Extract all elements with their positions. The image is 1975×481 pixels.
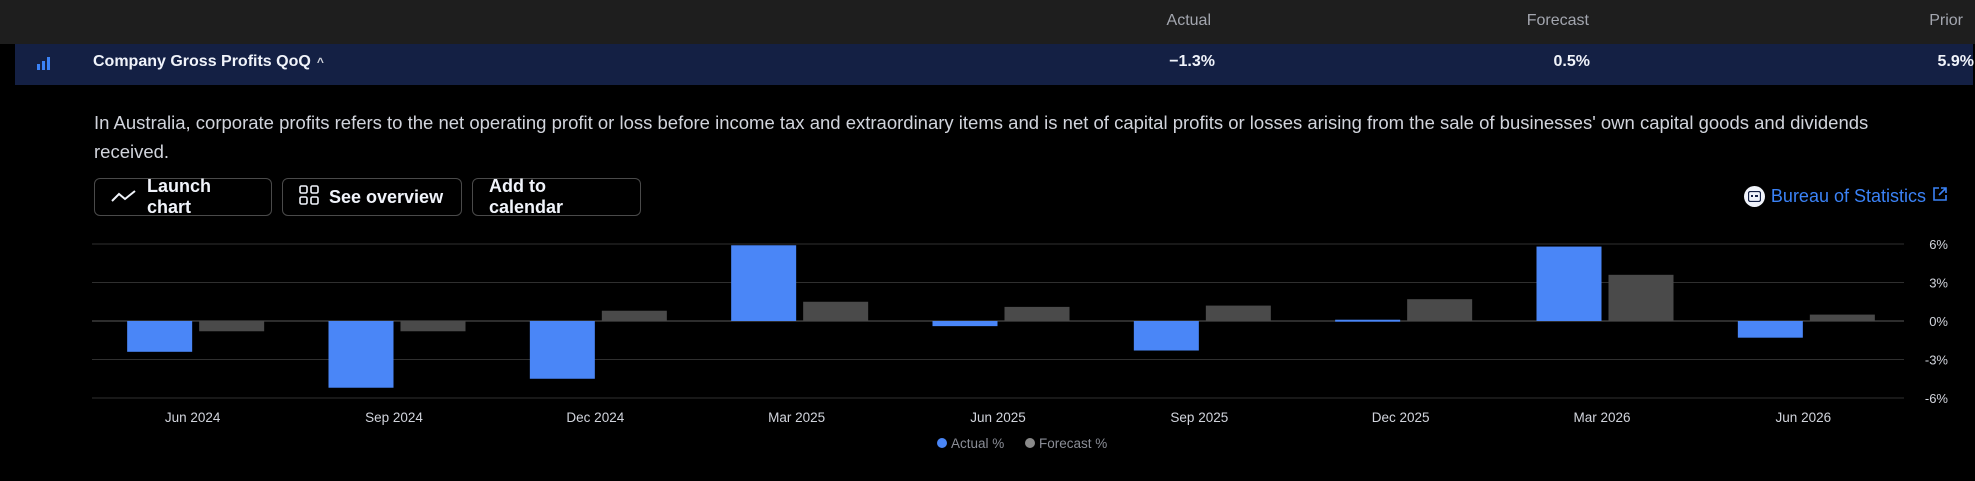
actual-bar (328, 321, 394, 388)
x-tick-label: Mar 2025 (768, 410, 825, 425)
actual-bar (932, 321, 998, 327)
add-to-calendar-label: Add to calendar (489, 176, 564, 217)
x-tick-label: Sep 2025 (1170, 410, 1228, 425)
profits-bar-chart: 6% 3% 0% -3% -6% Jun 2024 Sep 2024 Dec 2024 Mar … (92, 237, 1949, 451)
y-tick-label: 0% (1929, 314, 1948, 329)
see-overview-button[interactable]: See overview (282, 178, 462, 216)
forecast-bar (601, 310, 667, 321)
launch-chart-label: Launch chart (147, 176, 212, 217)
source-link[interactable]: Bureau of Statistics (1743, 186, 1948, 207)
legend-label-forecast: Forecast % (1039, 436, 1107, 451)
y-tick-label: -3% (1925, 353, 1949, 368)
y-tick-label: -6% (1925, 391, 1949, 406)
event-row-company-gross-profits[interactable]: Company Gross Profits QoQ ^ −1.3% 0.5% 5.… (15, 44, 1974, 85)
table-header: Actual Forecast Prior (0, 0, 1975, 44)
external-link-icon (1932, 186, 1948, 207)
y-tick-label: 6% (1929, 237, 1948, 252)
column-header-forecast: Forecast (1526, 12, 1589, 29)
x-tick-label: Jun 2025 (970, 410, 1026, 425)
actual-bar (127, 321, 193, 352)
actual-bar (1536, 246, 1602, 321)
actual-bar (529, 321, 595, 379)
actual-bar (1133, 321, 1199, 351)
legend-label-actual: Actual % (951, 436, 1004, 451)
x-tick-label: Dec 2024 (566, 410, 624, 425)
bar-chart-icon (37, 57, 51, 75)
forecast-value: 0.5% (1553, 53, 1590, 70)
chevron-up-icon[interactable]: ^ (316, 55, 324, 69)
y-tick-label: 3% (1929, 276, 1948, 291)
forecast-bar (199, 321, 265, 332)
forecast-bar (1608, 274, 1674, 321)
trend-line-icon (111, 187, 137, 208)
x-tick-label: Mar 2026 (1573, 410, 1630, 425)
source-logo-icon (1743, 186, 1765, 207)
x-tick-label: Jun 2024 (165, 410, 221, 425)
see-overview-label: See overview (329, 186, 444, 207)
add-to-calendar-button[interactable]: Add to calendar (472, 176, 641, 217)
legend-marker-forecast (1025, 438, 1035, 448)
actual-bar (1335, 319, 1401, 322)
event-title: Company Gross Profits QoQ (93, 53, 311, 70)
forecast-bar (1004, 306, 1070, 321)
launch-chart-button[interactable]: Launch chart (94, 176, 272, 217)
x-tick-label: Sep 2024 (365, 410, 423, 425)
x-tick-label: Jun 2026 (1776, 410, 1832, 425)
column-header-actual: Actual (1166, 12, 1211, 29)
event-name[interactable]: Company Gross Profits QoQ ^ (93, 53, 324, 71)
forecast-bar (1407, 299, 1473, 321)
actual-bar (731, 245, 797, 321)
actual-value: −1.3% (1169, 53, 1215, 70)
source-label: Bureau of Statistics (1770, 186, 1926, 206)
forecast-bar (1809, 314, 1875, 321)
forecast-bar (803, 301, 869, 321)
prior-value: 5.9% (1937, 53, 1974, 70)
actual-bar (1737, 321, 1803, 338)
forecast-bar (400, 321, 466, 332)
forecast-bar (1205, 305, 1271, 321)
legend-marker-actual (937, 438, 947, 448)
grid-icon (299, 184, 319, 210)
column-header-prior: Prior (1929, 12, 1963, 29)
x-tick-label: Dec 2025 (1372, 410, 1430, 425)
event-description: In Australia, corporate profits refers t… (94, 112, 1869, 162)
